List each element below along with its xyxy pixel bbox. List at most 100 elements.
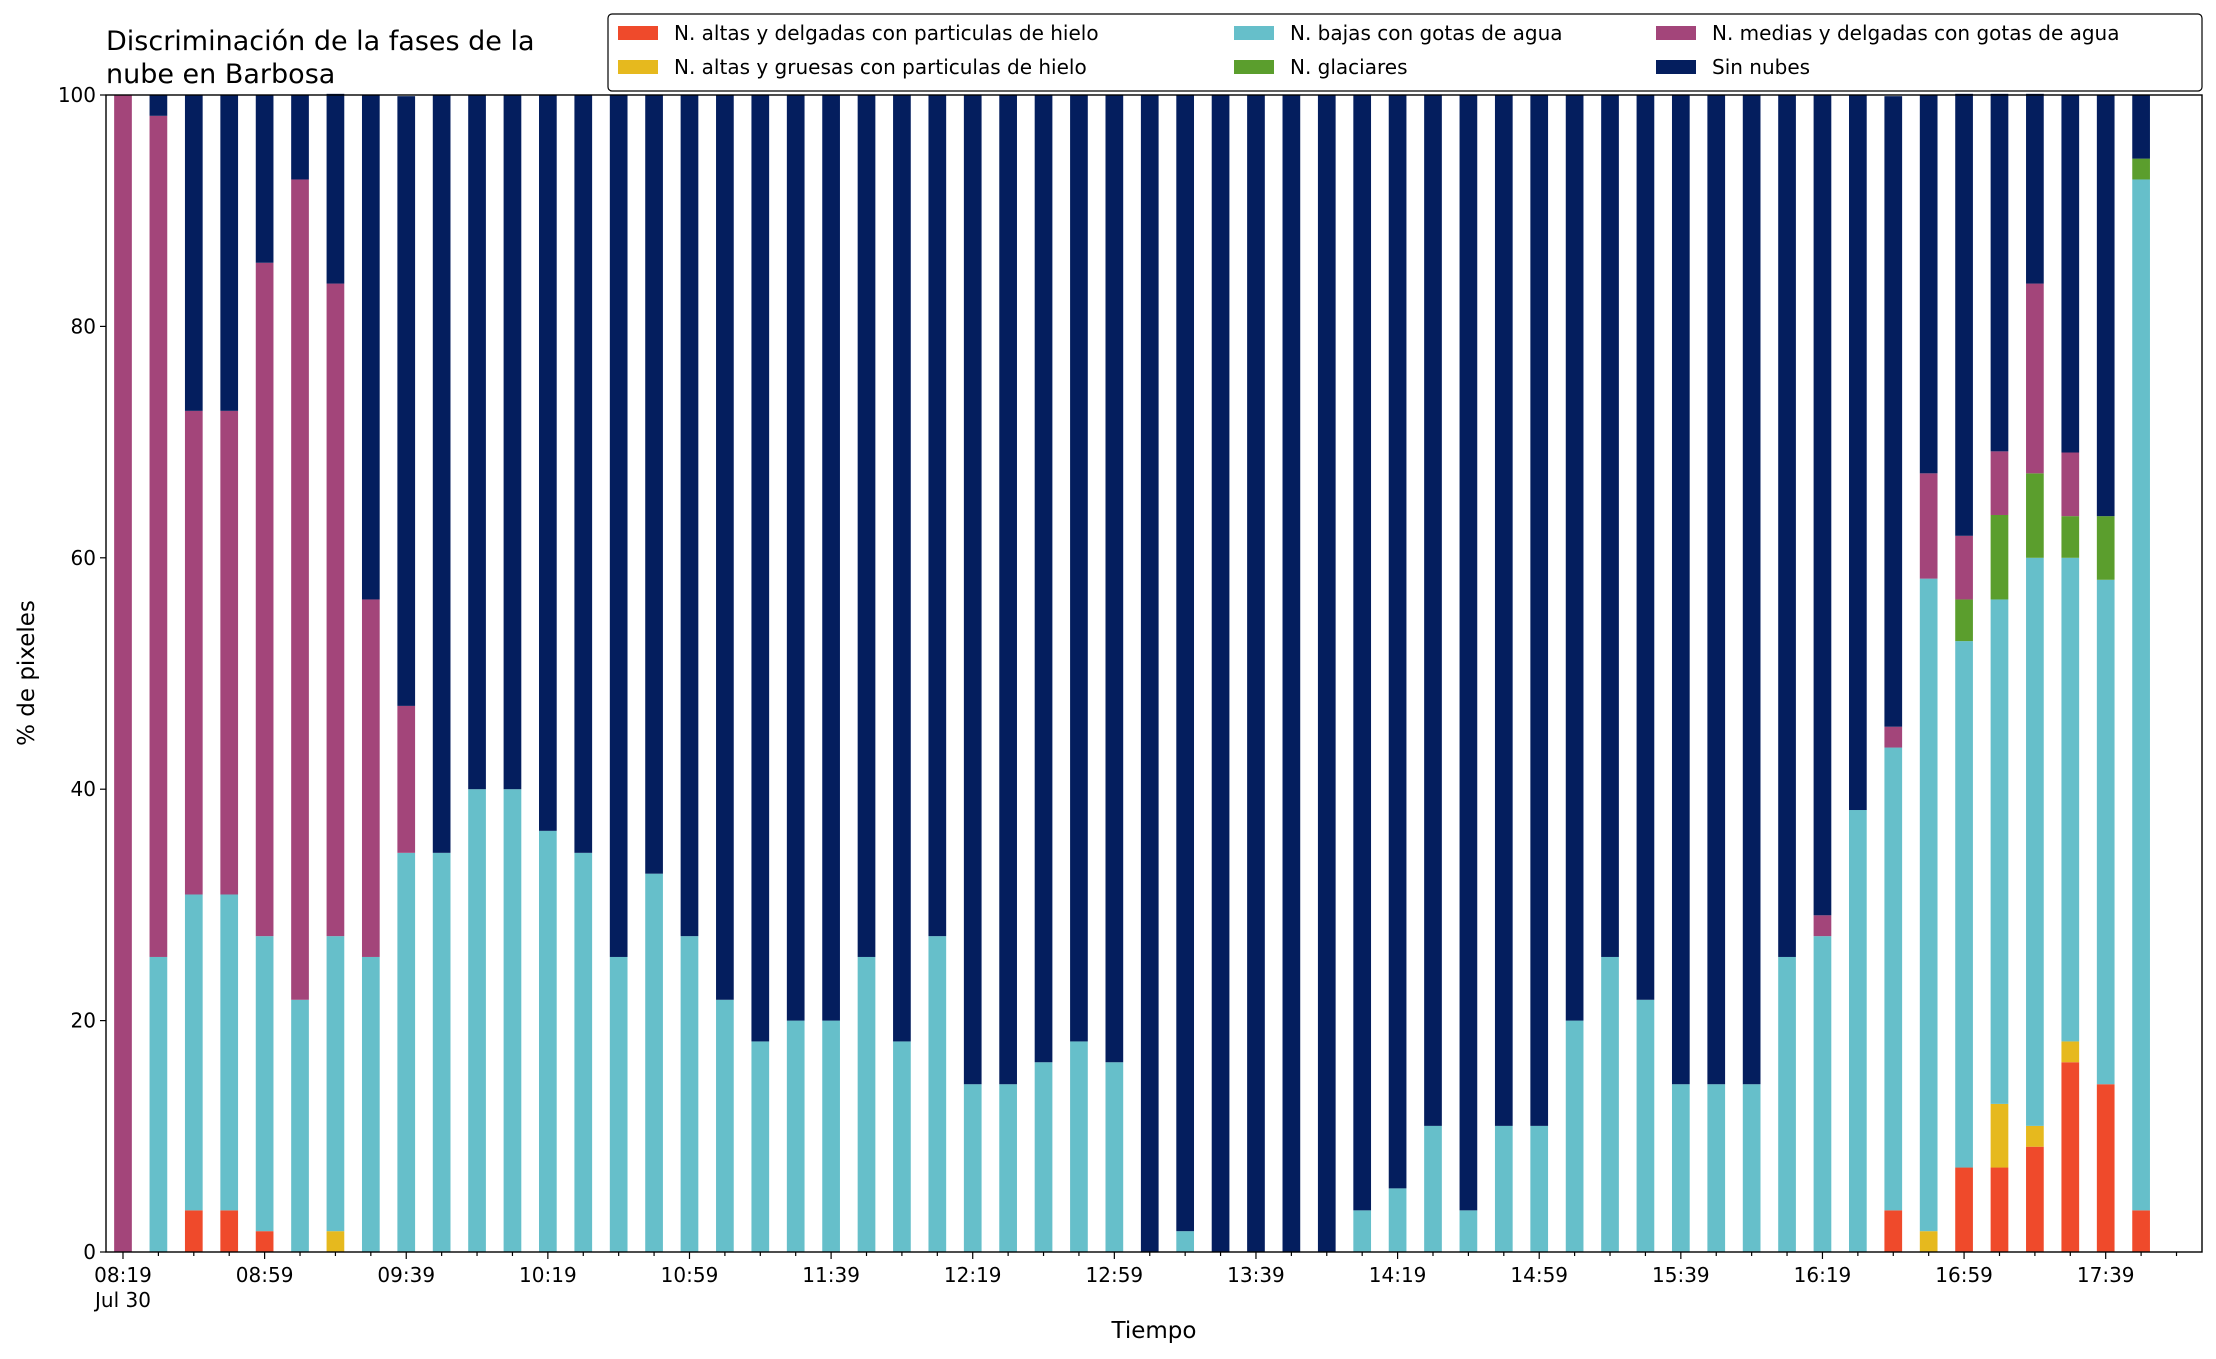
bar-segment bbox=[1955, 1167, 1973, 1252]
bar-segment bbox=[220, 1210, 239, 1252]
bar-segment bbox=[999, 95, 1017, 1085]
bar-segment bbox=[1034, 1062, 1053, 1252]
bar-segment bbox=[2061, 1062, 2080, 1252]
bar-segment bbox=[1424, 1125, 1442, 1252]
bar-segment bbox=[539, 95, 557, 831]
bar-segment bbox=[2061, 95, 2080, 453]
bar-segment bbox=[1955, 599, 1973, 642]
chart-title: Discriminación de la fases de la bbox=[106, 26, 535, 57]
bar-segment bbox=[255, 95, 274, 263]
bar-segment bbox=[361, 956, 380, 1252]
x-tick-label: 17:39 bbox=[2077, 1263, 2135, 1287]
bar-segment bbox=[2132, 95, 2150, 159]
y-axis-label: % de pixeles bbox=[14, 600, 40, 746]
bar-segment bbox=[1778, 95, 1796, 957]
bar-segment bbox=[220, 95, 239, 411]
bar-segment bbox=[220, 894, 239, 1211]
bar-segment bbox=[786, 95, 805, 1021]
bar-segment bbox=[1707, 1084, 1726, 1252]
y-tick-label: 60 bbox=[71, 546, 96, 570]
bar-segment bbox=[716, 95, 734, 1000]
bar-segment bbox=[609, 956, 628, 1252]
bar-segment bbox=[432, 95, 451, 853]
bar-segment bbox=[2096, 1084, 2115, 1252]
bar-segment bbox=[751, 95, 770, 1042]
bar-segment bbox=[2096, 95, 2115, 517]
bar-segment bbox=[1707, 95, 1726, 1085]
bar-segment bbox=[1601, 95, 1619, 957]
x-tick-label: 10:59 bbox=[661, 1263, 719, 1287]
bar-segment bbox=[1388, 95, 1407, 1189]
legend-swatch bbox=[618, 26, 658, 40]
bar-segment bbox=[255, 262, 274, 937]
bar-segment bbox=[2026, 1146, 2044, 1252]
bar-segment bbox=[1919, 95, 1938, 474]
x-tick-label: 08:59 bbox=[236, 1263, 294, 1287]
x-tick-label: 10:19 bbox=[519, 1263, 577, 1287]
bar-segment bbox=[1884, 96, 1903, 727]
legend-swatch bbox=[1656, 60, 1696, 74]
bar-segment bbox=[432, 852, 451, 1252]
bar-segment bbox=[1990, 1103, 2009, 1168]
x-tick-label: 16:19 bbox=[1794, 1263, 1852, 1287]
bar-segment bbox=[1459, 1210, 1478, 1252]
bar-segment bbox=[1211, 95, 1230, 1252]
bar-segment bbox=[1353, 95, 1372, 1211]
bar-segment bbox=[1849, 95, 1867, 811]
bar-segment bbox=[2026, 283, 2044, 474]
bar-segment bbox=[574, 95, 593, 853]
bar-segment bbox=[1565, 95, 1584, 1021]
bar-segment bbox=[326, 283, 345, 937]
legend-label: N. altas y delgadas con particulas de hi… bbox=[674, 21, 1099, 45]
bar-segment bbox=[255, 1231, 274, 1252]
bar-segment bbox=[963, 1084, 982, 1252]
legend-swatch bbox=[1234, 26, 1274, 40]
bar-segment bbox=[1955, 93, 1973, 536]
bar-segment bbox=[1671, 95, 1690, 1085]
chart-title: nube en Barbosa bbox=[106, 59, 335, 90]
bar-segment bbox=[184, 95, 203, 411]
bar-segment bbox=[149, 95, 168, 116]
bar-segment bbox=[1742, 95, 1761, 1085]
bar-segment bbox=[2061, 452, 2080, 517]
bar-segment bbox=[1813, 936, 1832, 1252]
legend-label: N. altas y gruesas con particulas de hie… bbox=[674, 55, 1087, 79]
bar-segment bbox=[1282, 95, 1301, 1252]
bar-segment bbox=[1601, 956, 1619, 1252]
bar-segment bbox=[574, 852, 593, 1252]
bar-segment bbox=[928, 95, 947, 937]
bar-segment bbox=[1636, 999, 1655, 1252]
bar-segment bbox=[893, 1041, 911, 1252]
legend-swatch bbox=[1234, 60, 1274, 74]
bar-segment bbox=[857, 95, 876, 957]
bar-segment bbox=[2132, 179, 2150, 1211]
x-tick-label: 12:19 bbox=[944, 1263, 1002, 1287]
x-tick-label: 15:39 bbox=[1652, 1263, 1710, 1287]
bar-segment bbox=[291, 179, 309, 1000]
legend-box bbox=[607, 13, 2203, 92]
bar-segment bbox=[1176, 1231, 1195, 1252]
bar-segment bbox=[184, 410, 203, 895]
bar-segment bbox=[786, 1020, 805, 1252]
bar-segment bbox=[751, 1041, 770, 1252]
bar-segment bbox=[503, 95, 522, 790]
bar-segment bbox=[1247, 95, 1265, 1252]
bar-segment bbox=[2132, 158, 2150, 180]
bar-segment bbox=[291, 95, 309, 180]
bar-segment bbox=[539, 830, 557, 1252]
bar-segment bbox=[397, 852, 416, 1252]
bar-segment bbox=[645, 873, 663, 1252]
bar-segment bbox=[1849, 810, 1867, 1252]
bar-segment bbox=[1742, 1084, 1761, 1252]
y-tick-label: 80 bbox=[71, 314, 96, 338]
bar-segment bbox=[822, 1020, 840, 1252]
bar-segment bbox=[1990, 514, 2009, 600]
bar-segment bbox=[1990, 451, 2009, 515]
bar-segment bbox=[503, 789, 522, 1252]
bar-segment bbox=[1070, 1041, 1088, 1252]
bar-segment bbox=[468, 95, 486, 790]
bar-segment bbox=[1884, 747, 1903, 1211]
bar-segment bbox=[2132, 1210, 2150, 1252]
plot-frame bbox=[105, 94, 2203, 1253]
bar-segment bbox=[184, 1210, 203, 1252]
